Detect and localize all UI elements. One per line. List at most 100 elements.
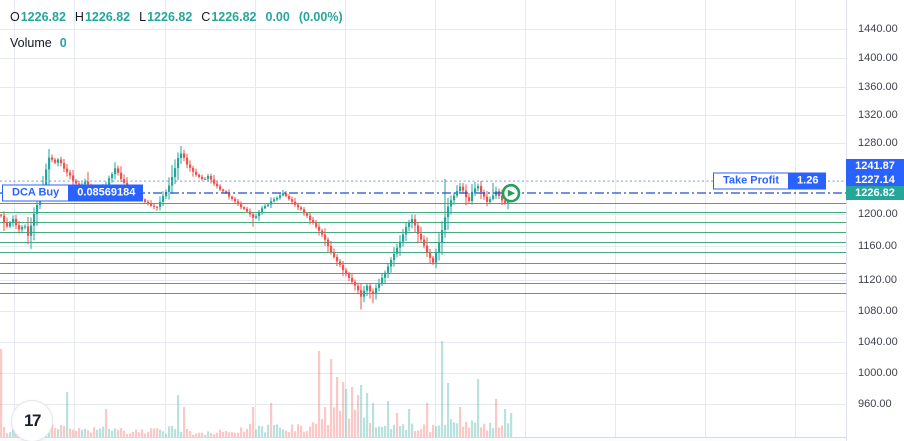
candle-body (339, 261, 342, 265)
volume-bar (384, 425, 387, 437)
volume-bar (57, 429, 60, 437)
volume-bar (471, 420, 474, 437)
candle-body (111, 174, 114, 179)
volume-bar (141, 429, 144, 437)
price-axis[interactable]: 1440.00 1400.00 1360.00 1320.00 1280.00 1200.… (846, 0, 904, 441)
candle-body (453, 195, 456, 201)
candle-body (324, 234, 327, 240)
volume-label: Volume (10, 36, 52, 50)
volume-bar (234, 432, 237, 437)
volume-bar (348, 418, 351, 437)
volume-bar (99, 428, 102, 437)
price-badge: 1226.82 (846, 186, 904, 200)
candle-body (108, 178, 111, 186)
candle-body (402, 234, 405, 242)
candle-body (420, 233, 423, 240)
candle-body (504, 200, 507, 203)
volume-bar (387, 401, 390, 437)
volume-bar (108, 428, 111, 437)
candle-body (69, 172, 72, 176)
volume-bar (231, 432, 234, 437)
volume-bar (477, 379, 480, 437)
candle-body (312, 219, 315, 223)
order-marker-icon[interactable] (501, 183, 521, 203)
volume-bar (150, 428, 153, 437)
candle-body (417, 225, 420, 234)
candle-body (336, 256, 339, 262)
candle-body (186, 157, 189, 165)
axis-tick-label: 1280.00 (858, 137, 898, 149)
take-profit-order-label[interactable]: Take Profit 1.26 (713, 172, 827, 190)
candle-body (357, 285, 360, 291)
volume-bar (147, 431, 150, 437)
volume-bar (51, 423, 54, 437)
candle-body (396, 247, 399, 254)
candle-body (114, 168, 117, 175)
volume-bar (294, 431, 297, 437)
volume-bar (372, 403, 375, 437)
candle-body (147, 201, 150, 204)
open-label: O (10, 10, 20, 24)
price-badge: 1241.87 (846, 159, 904, 173)
volume-bar (6, 433, 9, 437)
volume-bar (510, 413, 513, 437)
candle-body (192, 167, 195, 172)
volume-bar (378, 426, 381, 437)
candle-body (255, 216, 258, 218)
volume-bar (432, 424, 435, 437)
volume-bar (282, 429, 285, 437)
candle-body (51, 157, 54, 160)
volume-bar (345, 389, 348, 437)
candle-body (294, 201, 297, 205)
candle-body (348, 273, 351, 278)
candle-body (252, 214, 255, 218)
volume-bar (408, 409, 411, 437)
volume-bar (261, 426, 264, 437)
candle-body (18, 225, 21, 230)
volume-bar (9, 432, 12, 437)
volume-bar (159, 429, 162, 437)
candle-body (486, 196, 489, 202)
volume-bar (216, 432, 219, 437)
dca-buy-order-label[interactable]: DCA Buy 0.08569184 (2, 184, 144, 202)
candle-body (174, 168, 177, 178)
volume-bar (222, 431, 225, 437)
volume-bar (171, 426, 174, 437)
axis-tick-label: 1000.00 (858, 367, 898, 379)
axis-tick-label: 1200.00 (858, 208, 898, 220)
volume-bar (306, 431, 309, 437)
candle-body (24, 226, 27, 228)
candle-body (207, 175, 210, 179)
volume-bar (312, 422, 315, 437)
candle-body (216, 183, 219, 187)
candle-body (54, 159, 57, 163)
volume-bar (357, 395, 360, 437)
volume-bar (120, 428, 123, 437)
candle-body (195, 171, 198, 175)
tradingview-logo[interactable]: 17 (11, 400, 53, 441)
price-badge: 1227.14 (846, 173, 904, 187)
volume-bar (465, 421, 468, 437)
candle-body (390, 260, 393, 267)
candle-body (468, 197, 471, 202)
candle-body (33, 213, 36, 226)
volume-bar (489, 422, 492, 437)
candle-body (465, 190, 468, 198)
candle-body (120, 172, 123, 180)
volume-bar (354, 409, 357, 437)
time-axis-strip[interactable] (0, 437, 904, 441)
volume-bar (225, 430, 228, 437)
volume-bar (195, 433, 198, 437)
volume-bar (54, 428, 57, 437)
axis-tick-label: 960.00 (858, 398, 892, 410)
candle-body (480, 185, 483, 193)
volume-bar (495, 399, 498, 437)
volume-bar (441, 341, 444, 437)
volume-bar (327, 424, 330, 437)
volume-bar (417, 430, 420, 437)
volume-bar (324, 406, 327, 437)
axis-tick-label: 1080.00 (858, 305, 898, 317)
candle-body (150, 203, 153, 206)
candle-body (303, 209, 306, 214)
